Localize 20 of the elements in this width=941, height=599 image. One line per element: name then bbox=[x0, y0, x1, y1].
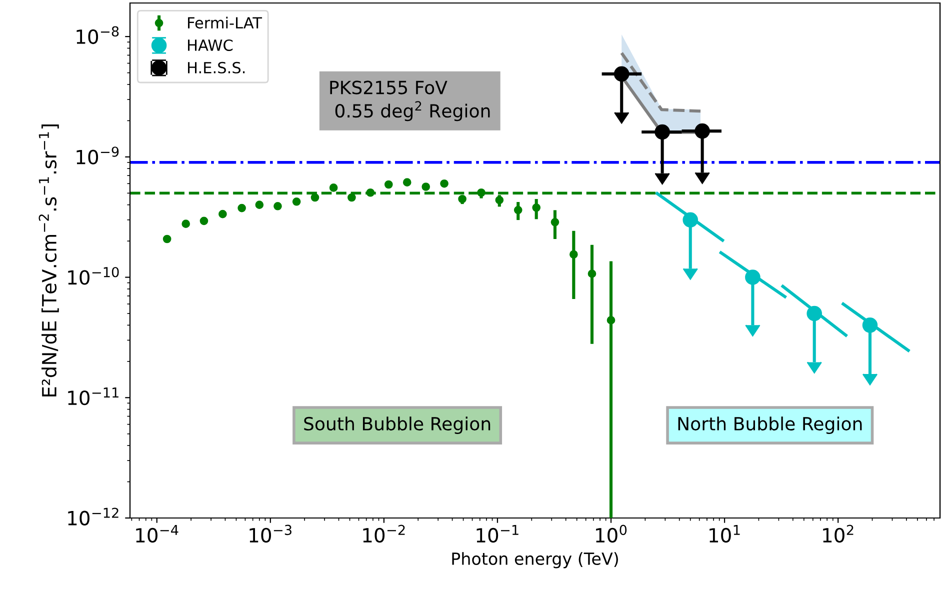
y-tick-label: 10$^{−9}$ bbox=[76, 146, 119, 164]
x-tick-label: 10$^{1}$ bbox=[710, 524, 740, 543]
x-axis-title: Photon energy (TeV) bbox=[452, 552, 618, 568]
annotation: PKS2155 FoV 0.55 deg$^{2}$ Region bbox=[330, 80, 490, 122]
x-tick-label: 10$^{−3}$ bbox=[250, 524, 292, 543]
y-tick-label: 10$^{−11}$ bbox=[68, 388, 118, 406]
annotation: South Bubble Region bbox=[304, 416, 490, 434]
x-tick-label: 10$^{2}$ bbox=[823, 524, 854, 543]
x-tick-label: 10$^{0}$ bbox=[596, 524, 627, 543]
y-axis-title: E²dN/dE [TeV.cm$^{−2}$.s$^{−1}$.sr$^{−1}$] bbox=[38, 124, 59, 396]
legend-label: Fermi-LAT bbox=[188, 16, 262, 29]
legend-label: H.E.S.S. bbox=[188, 62, 245, 74]
legend-label: HAWC bbox=[188, 39, 233, 51]
x-tick-label: 10$^{−4}$ bbox=[136, 524, 178, 543]
y-tick-label: 10$^{−8}$ bbox=[76, 26, 119, 44]
y-tick-label: 10$^{−10}$ bbox=[68, 266, 119, 285]
x-tick-label: 10$^{−1}$ bbox=[476, 524, 518, 543]
annotation: North Bubble Region bbox=[678, 416, 862, 434]
x-tick-label: 10$^{−2}$ bbox=[363, 524, 405, 543]
y-tick-label: 10$^{−12}$ bbox=[68, 508, 118, 526]
